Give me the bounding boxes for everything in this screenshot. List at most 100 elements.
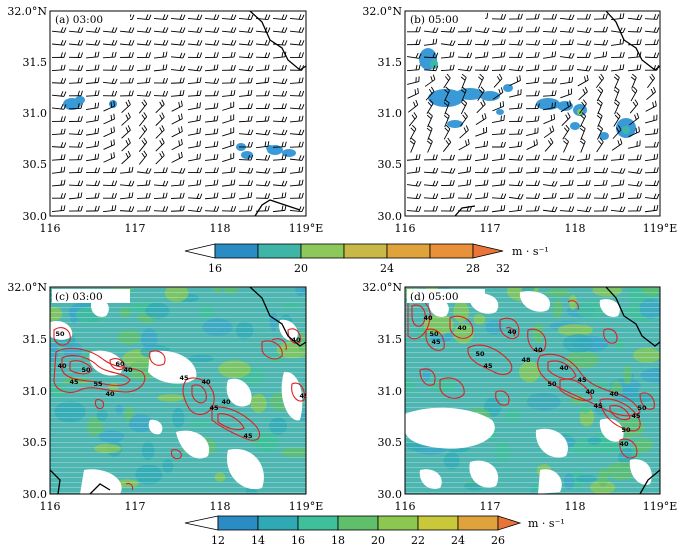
contour-label: 45 — [577, 376, 587, 384]
wind-barb — [457, 166, 472, 174]
wind-barb — [542, 167, 558, 174]
ytick-b-3: 30.5 — [378, 158, 403, 171]
wind-barb — [51, 193, 66, 199]
contour-label: 45 — [299, 392, 309, 400]
colorbar-bottom-tick-5: 22 — [411, 534, 425, 547]
wind-barb — [457, 52, 473, 59]
wind-barb — [102, 167, 117, 174]
wind-barb — [238, 205, 253, 212]
contour-line — [191, 384, 207, 404]
wind-barb — [68, 116, 83, 122]
colorbar-top-tick-4: 32 — [496, 262, 510, 275]
wind-barb — [222, 127, 235, 137]
wind-barb — [238, 27, 254, 33]
wind-barb — [576, 153, 591, 161]
colorbar-top-tick-2: 24 — [380, 262, 394, 275]
wind-barb — [508, 205, 523, 213]
wind-barb — [187, 14, 203, 21]
wind-barb — [542, 64, 557, 71]
wind-barb — [51, 166, 66, 174]
wind-barb — [204, 179, 219, 187]
wind-barb — [222, 140, 235, 150]
panel-a-label: (a) 03:00 — [55, 14, 103, 26]
boundary-line-d2 — [639, 469, 660, 494]
wind-barb — [576, 65, 592, 72]
wind-barb — [610, 154, 625, 161]
contour-label: 60 — [115, 360, 125, 368]
wind-barb — [525, 180, 541, 187]
wind-barb — [593, 51, 608, 59]
panel-a-label-bg — [52, 12, 130, 26]
xtick-a-0: 116 — [40, 222, 61, 235]
wind-barb — [102, 51, 117, 59]
contour-line — [439, 377, 465, 399]
wind-barb — [272, 154, 287, 161]
wind-barb — [204, 52, 219, 58]
ytick-b-2: 31.0 — [378, 107, 403, 120]
wind-barb — [68, 205, 83, 212]
wind-barb — [563, 137, 569, 153]
speed-patch — [282, 149, 296, 157]
ytick-d-3: 30.5 — [378, 436, 403, 449]
wind-barb — [440, 192, 455, 200]
wind-barb — [644, 167, 659, 174]
wind-barb — [136, 64, 151, 72]
wind-barb — [491, 39, 506, 46]
wind-barb — [526, 139, 538, 150]
wind-barb — [525, 64, 540, 72]
wind-barb — [153, 206, 169, 212]
wind-barb — [406, 180, 422, 187]
wind-barb — [644, 153, 659, 162]
wind-barb — [204, 153, 219, 161]
wind-barb — [68, 90, 83, 97]
wind-barb — [595, 73, 605, 88]
wind-barb — [255, 193, 271, 199]
wind-barb — [597, 124, 603, 140]
wind-barb — [238, 180, 253, 186]
wind-barb — [204, 39, 220, 46]
wind-barb — [409, 137, 416, 153]
wind-barb — [204, 115, 219, 123]
wind-barb — [153, 167, 168, 174]
wind-barb — [491, 51, 506, 59]
wind-barb — [221, 77, 236, 84]
wind-barb — [119, 27, 135, 33]
wind-barb — [255, 167, 271, 174]
wind-barb — [644, 52, 660, 59]
wind-barb — [559, 39, 574, 46]
wind-barb — [406, 52, 422, 59]
wind-barb — [221, 51, 236, 59]
panel-a: (a) 03:00 — [49, 10, 307, 217]
contour-label: 40 — [123, 366, 133, 374]
wind-barb — [525, 90, 540, 97]
wind-barb — [407, 88, 419, 99]
colorbar-top-seg-5 — [429, 243, 474, 259]
wind-barb — [475, 140, 489, 149]
contour-line — [125, 482, 134, 491]
axis-labels: 32.0°N 31.5 31.0 30.5 30.0 116 117 118 1… — [7, 5, 677, 513]
wind-barb — [407, 76, 420, 85]
wind-barb — [238, 167, 254, 174]
wind-barb — [576, 166, 591, 174]
colorbar-bottom-seg — [417, 515, 459, 531]
wind-barb — [613, 99, 620, 115]
wind-barb — [610, 192, 625, 200]
xtick-d-2: 118 — [565, 500, 586, 513]
wind-barb — [444, 86, 450, 102]
wind-barb — [68, 27, 84, 33]
speed-patch — [480, 91, 500, 101]
wind-barb — [423, 27, 439, 33]
wind-barb — [561, 112, 571, 126]
wind-barb — [457, 179, 472, 187]
xtick-c-3: 119°E — [289, 500, 324, 513]
boundary-line-a — [249, 11, 306, 71]
wind-barb — [596, 137, 604, 153]
wind-barb — [491, 153, 506, 162]
wind-barb — [406, 26, 421, 33]
wind-barb — [170, 90, 185, 97]
ytick-d-1: 31.5 — [378, 333, 403, 346]
wind-barb — [406, 154, 421, 161]
wind-barb — [579, 112, 587, 127]
wind-barb — [153, 39, 169, 46]
